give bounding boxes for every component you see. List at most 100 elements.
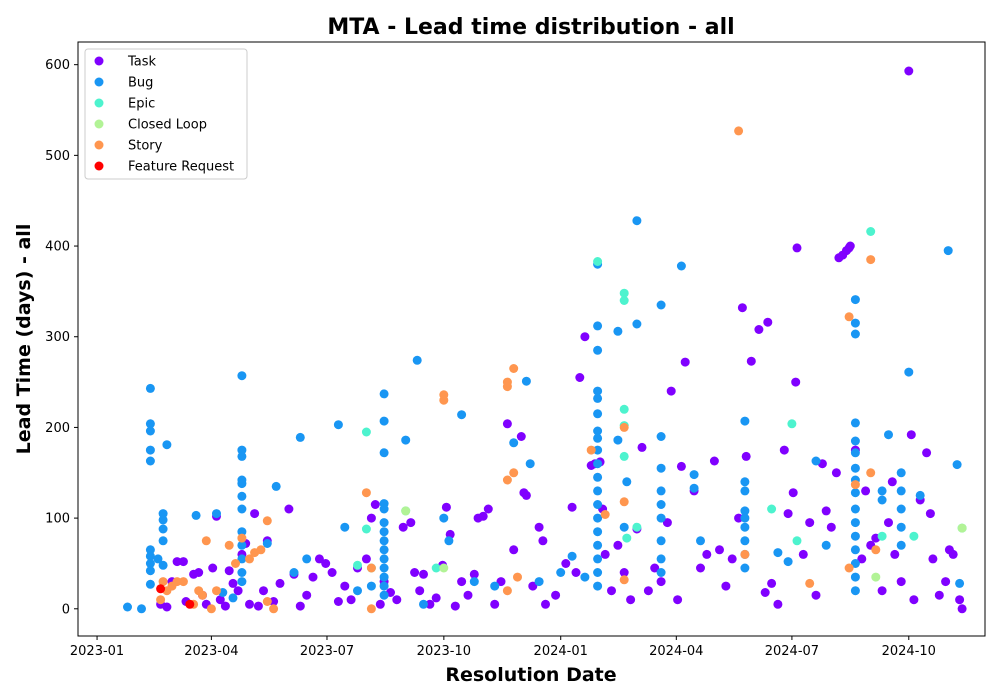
- legend-marker: [94, 161, 104, 171]
- plot-frame: [77, 41, 986, 637]
- data-point: [811, 590, 821, 600]
- x-tick-label: 2024-04: [649, 644, 703, 659]
- data-point: [798, 549, 808, 559]
- data-point: [850, 545, 860, 555]
- data-point: [502, 586, 512, 596]
- data-point: [450, 601, 460, 611]
- data-point: [162, 440, 172, 450]
- data-point: [245, 599, 254, 609]
- data-point: [740, 536, 750, 546]
- data-point: [613, 435, 623, 445]
- data-point: [643, 586, 653, 596]
- y-tick-label: 500: [45, 149, 70, 164]
- data-point: [457, 410, 467, 420]
- data-point: [580, 572, 590, 582]
- data-point: [656, 577, 666, 587]
- data-point: [145, 383, 155, 393]
- data-point: [509, 468, 519, 478]
- data-point: [850, 318, 860, 328]
- data-point: [145, 456, 155, 466]
- data-point: [201, 536, 211, 546]
- data-point: [379, 448, 389, 458]
- x-tick-label: 2023-04: [184, 644, 238, 659]
- data-point: [850, 518, 860, 528]
- data-point: [158, 536, 168, 546]
- data-point: [212, 586, 221, 596]
- data-point: [233, 586, 243, 596]
- data-point: [431, 563, 441, 573]
- data-point: [525, 459, 535, 469]
- data-point: [877, 495, 887, 505]
- data-point: [375, 599, 385, 609]
- data-point: [478, 511, 488, 521]
- data-point: [490, 581, 500, 591]
- legend-marker: [94, 56, 104, 66]
- data-point: [269, 597, 279, 606]
- data-point: [366, 604, 376, 614]
- x-axis-label: Resolution Date: [445, 664, 616, 686]
- data-point: [353, 586, 362, 596]
- data-point: [593, 321, 603, 331]
- data-point: [928, 554, 938, 564]
- data-point: [228, 578, 238, 588]
- data-point: [866, 227, 876, 236]
- data-point: [593, 500, 603, 509]
- data-point: [656, 536, 666, 546]
- data-point: [607, 586, 616, 596]
- data-point: [333, 597, 343, 606]
- legend-marker: [94, 77, 104, 87]
- data-point: [262, 516, 272, 526]
- data-point: [866, 468, 876, 478]
- data-point: [740, 416, 750, 426]
- data-point: [158, 524, 168, 534]
- data-point: [361, 427, 371, 437]
- data-point: [896, 486, 906, 496]
- data-point: [425, 599, 435, 609]
- data-point: [740, 522, 750, 532]
- data-point: [502, 419, 512, 429]
- data-point: [256, 545, 266, 555]
- data-point: [366, 513, 376, 523]
- data-point: [955, 595, 965, 605]
- data-point: [483, 504, 493, 514]
- data-point: [877, 586, 887, 596]
- data-point: [943, 246, 953, 256]
- data-point: [676, 461, 686, 471]
- data-point: [534, 577, 544, 587]
- data-point: [191, 510, 201, 520]
- legend-label: Closed Loop: [128, 118, 207, 133]
- legend-marker: [94, 140, 104, 150]
- data-point: [740, 486, 750, 496]
- data-point: [158, 577, 168, 587]
- x-tick-label: 2024-07: [765, 644, 819, 659]
- data-points: [123, 66, 967, 614]
- data-point: [567, 502, 577, 512]
- data-point: [194, 568, 204, 577]
- data-point: [528, 581, 538, 591]
- data-point: [656, 513, 666, 523]
- data-point: [308, 572, 318, 582]
- data-point: [791, 377, 801, 387]
- data-point: [673, 595, 683, 605]
- data-point: [502, 377, 512, 387]
- data-point: [826, 522, 836, 532]
- data-point: [740, 477, 750, 487]
- data-point: [763, 317, 773, 327]
- data-point: [431, 593, 441, 603]
- x-tick-label: 2023-07: [300, 644, 354, 659]
- data-point: [821, 506, 831, 516]
- data-point: [237, 533, 247, 543]
- data-point: [754, 325, 764, 334]
- data-point: [656, 463, 666, 473]
- data-point: [906, 430, 916, 440]
- data-point: [275, 578, 285, 588]
- data-point: [145, 545, 155, 555]
- data-point: [392, 595, 402, 605]
- data-point: [844, 563, 854, 573]
- data-point: [656, 554, 666, 564]
- data-point: [740, 506, 750, 516]
- data-point: [224, 540, 234, 550]
- data-point: [850, 463, 860, 473]
- data-point: [463, 590, 473, 600]
- axes: 2023-01 2023-04 2023-07 2023-10 2024-01 2024-…: [45, 41, 986, 659]
